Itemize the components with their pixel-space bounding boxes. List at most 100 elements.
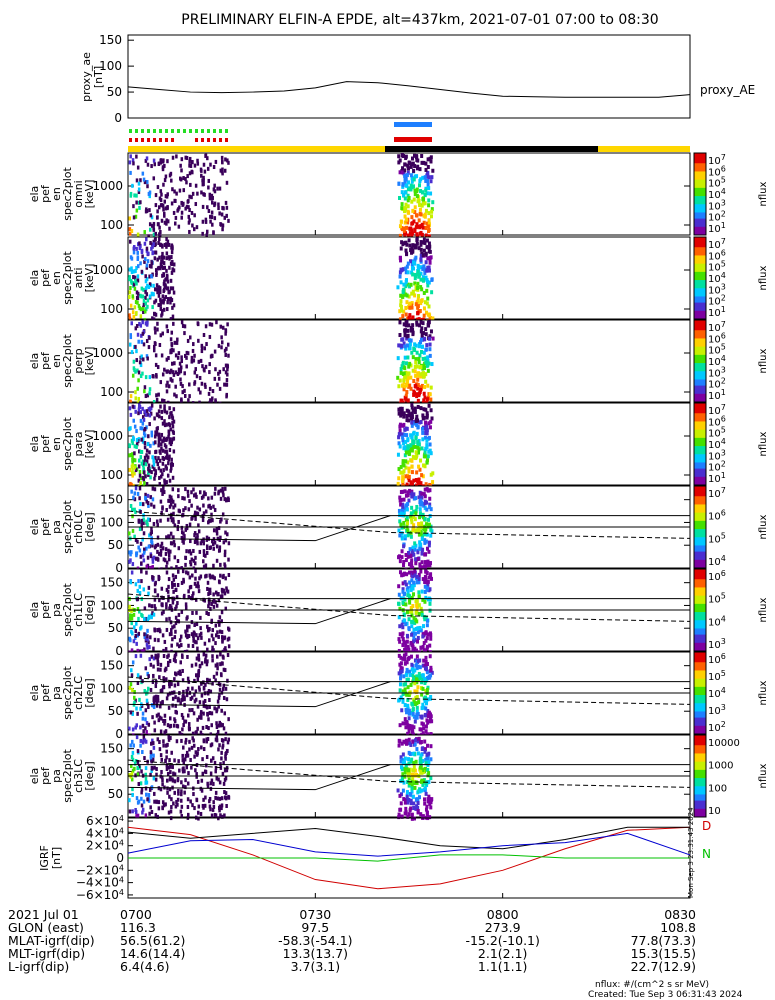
flux-pixel [157, 456, 160, 461]
flux-pixel [408, 594, 412, 599]
flux-pixel [129, 743, 132, 748]
flux-pixel [131, 660, 135, 665]
colorbar-cell [694, 502, 706, 505]
flux-pixel [403, 432, 407, 437]
flux-pixel [416, 263, 420, 268]
flux-pixel [400, 536, 404, 541]
flux-pixel [193, 699, 197, 704]
colorbar-cell [694, 549, 706, 553]
flux-pixel [410, 505, 414, 510]
flux-pixel [209, 606, 212, 611]
flux-pixel [166, 192, 169, 197]
flux-pixel [197, 747, 200, 752]
mid-flux-blob [397, 652, 434, 738]
flux-pixel [136, 491, 140, 496]
flux-pixel [159, 753, 163, 758]
flux-pixel [158, 232, 161, 237]
flux-pixel [145, 698, 149, 703]
flux-pixel [138, 473, 142, 478]
flux-pixel [226, 678, 229, 683]
flux-pixel [214, 486, 217, 491]
flux-pixel [180, 157, 184, 162]
flux-pixel [177, 696, 180, 701]
colorbar-cell [694, 361, 706, 364]
flux-pixel [419, 481, 423, 486]
flux-pixel [180, 804, 184, 809]
flux-pixel [153, 467, 156, 472]
flux-pixel [220, 661, 224, 666]
flux-pixel [396, 481, 400, 486]
flux-pixel [405, 336, 409, 341]
flux-pixel [134, 773, 137, 778]
flux-pixel [217, 592, 220, 597]
flux-pixel [401, 383, 405, 388]
flux-pixel [221, 575, 225, 580]
colorbar-cell [694, 308, 706, 312]
flux-pixel [149, 772, 152, 777]
flux-pixel [135, 706, 138, 711]
flux-pixel [168, 758, 171, 763]
mid-flux-blob [397, 569, 433, 655]
flux-pixel [179, 660, 182, 665]
flux-pixel [163, 367, 166, 372]
flux-pixel [171, 573, 175, 578]
flux-pixel [403, 366, 407, 371]
flux-pixel [407, 761, 411, 766]
colorbar-cell [694, 757, 706, 761]
flux-pixel [181, 678, 185, 683]
flux-pixel [406, 685, 410, 690]
flux-pixel [169, 286, 173, 291]
flux-pixel [195, 538, 199, 543]
flux-pixel [169, 377, 173, 382]
flux-pixel [424, 347, 428, 352]
flux-pixel [169, 300, 172, 305]
flux-pixel [169, 770, 172, 775]
flux-pixel [406, 697, 410, 702]
flux-pixel [422, 248, 426, 253]
colorbar-tick-label: 101 [708, 471, 726, 485]
flux-pixel [226, 740, 230, 745]
flux-pixel [416, 445, 420, 450]
colorbar-cell [694, 533, 706, 536]
flux-pixel [157, 293, 161, 298]
flux-pixel [166, 778, 169, 783]
flux-pixel [399, 511, 403, 516]
colorbar-frame [693, 236, 707, 320]
flux-pixel [222, 683, 226, 688]
panel-ytick-label: 1000 [92, 346, 123, 360]
flux-pixel [148, 422, 151, 427]
colorbar-cell [694, 798, 706, 802]
colorbar-cell [694, 222, 706, 226]
flux-pixel [133, 491, 137, 496]
flux-pixel [177, 791, 180, 796]
flux-pixel [411, 315, 415, 320]
flux-pixel [196, 505, 199, 510]
flux-pixel [137, 339, 140, 344]
flux-pixel [399, 246, 403, 251]
panel-ylabel-line: anti [72, 267, 85, 288]
flux-pixel [172, 690, 176, 695]
flux-pixel [190, 632, 194, 637]
flux-pixel [410, 786, 414, 791]
flux-pixel [187, 398, 190, 403]
flux-pixel [403, 214, 407, 219]
flux-pixel [181, 727, 184, 732]
flux-pixel [140, 790, 143, 795]
flux-pixel [416, 285, 420, 290]
flux-pixel [176, 601, 179, 606]
flux-pixel [157, 800, 161, 805]
flux-pixel [419, 329, 423, 334]
flux-pixel [419, 257, 423, 262]
flux-pixel [404, 439, 408, 444]
colorbar-cell [694, 662, 706, 665]
flux-pixel [398, 570, 402, 575]
flux-pixel [128, 531, 131, 536]
flux-pixel [414, 477, 418, 482]
flux-pixel [403, 597, 407, 602]
flux-pixel [408, 672, 412, 677]
flux-pixel [139, 541, 143, 546]
flux-pixel [423, 564, 427, 569]
flux-pixel [163, 419, 166, 424]
